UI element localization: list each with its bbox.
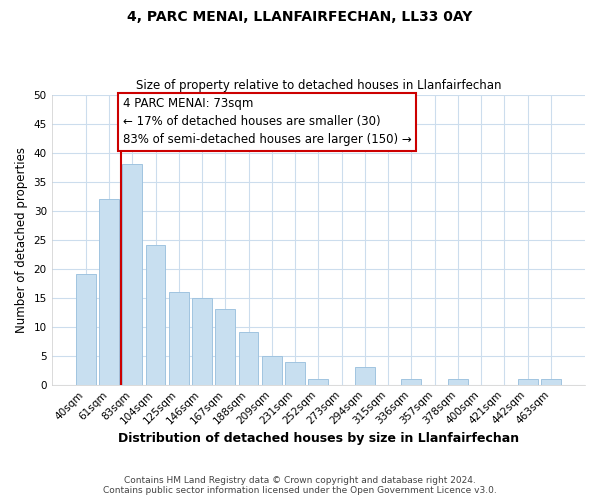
Bar <box>76 274 95 384</box>
Bar <box>401 379 421 384</box>
Bar <box>262 356 282 384</box>
Bar <box>239 332 259 384</box>
Text: 4, PARC MENAI, LLANFAIRFECHAN, LL33 0AY: 4, PARC MENAI, LLANFAIRFECHAN, LL33 0AY <box>127 10 473 24</box>
Bar <box>146 246 166 384</box>
Bar <box>541 379 561 384</box>
Text: 4 PARC MENAI: 73sqm
← 17% of detached houses are smaller (30)
83% of semi-detach: 4 PARC MENAI: 73sqm ← 17% of detached ho… <box>123 98 412 146</box>
X-axis label: Distribution of detached houses by size in Llanfairfechan: Distribution of detached houses by size … <box>118 432 519 445</box>
Bar <box>215 310 235 384</box>
Title: Size of property relative to detached houses in Llanfairfechan: Size of property relative to detached ho… <box>136 79 501 92</box>
Y-axis label: Number of detached properties: Number of detached properties <box>15 146 28 332</box>
Bar <box>448 379 468 384</box>
Bar <box>169 292 188 384</box>
Text: Contains HM Land Registry data © Crown copyright and database right 2024.
Contai: Contains HM Land Registry data © Crown c… <box>103 476 497 495</box>
Bar <box>308 379 328 384</box>
Bar <box>99 199 119 384</box>
Bar <box>192 298 212 384</box>
Bar <box>355 368 375 384</box>
Bar <box>122 164 142 384</box>
Bar <box>285 362 305 384</box>
Bar <box>518 379 538 384</box>
